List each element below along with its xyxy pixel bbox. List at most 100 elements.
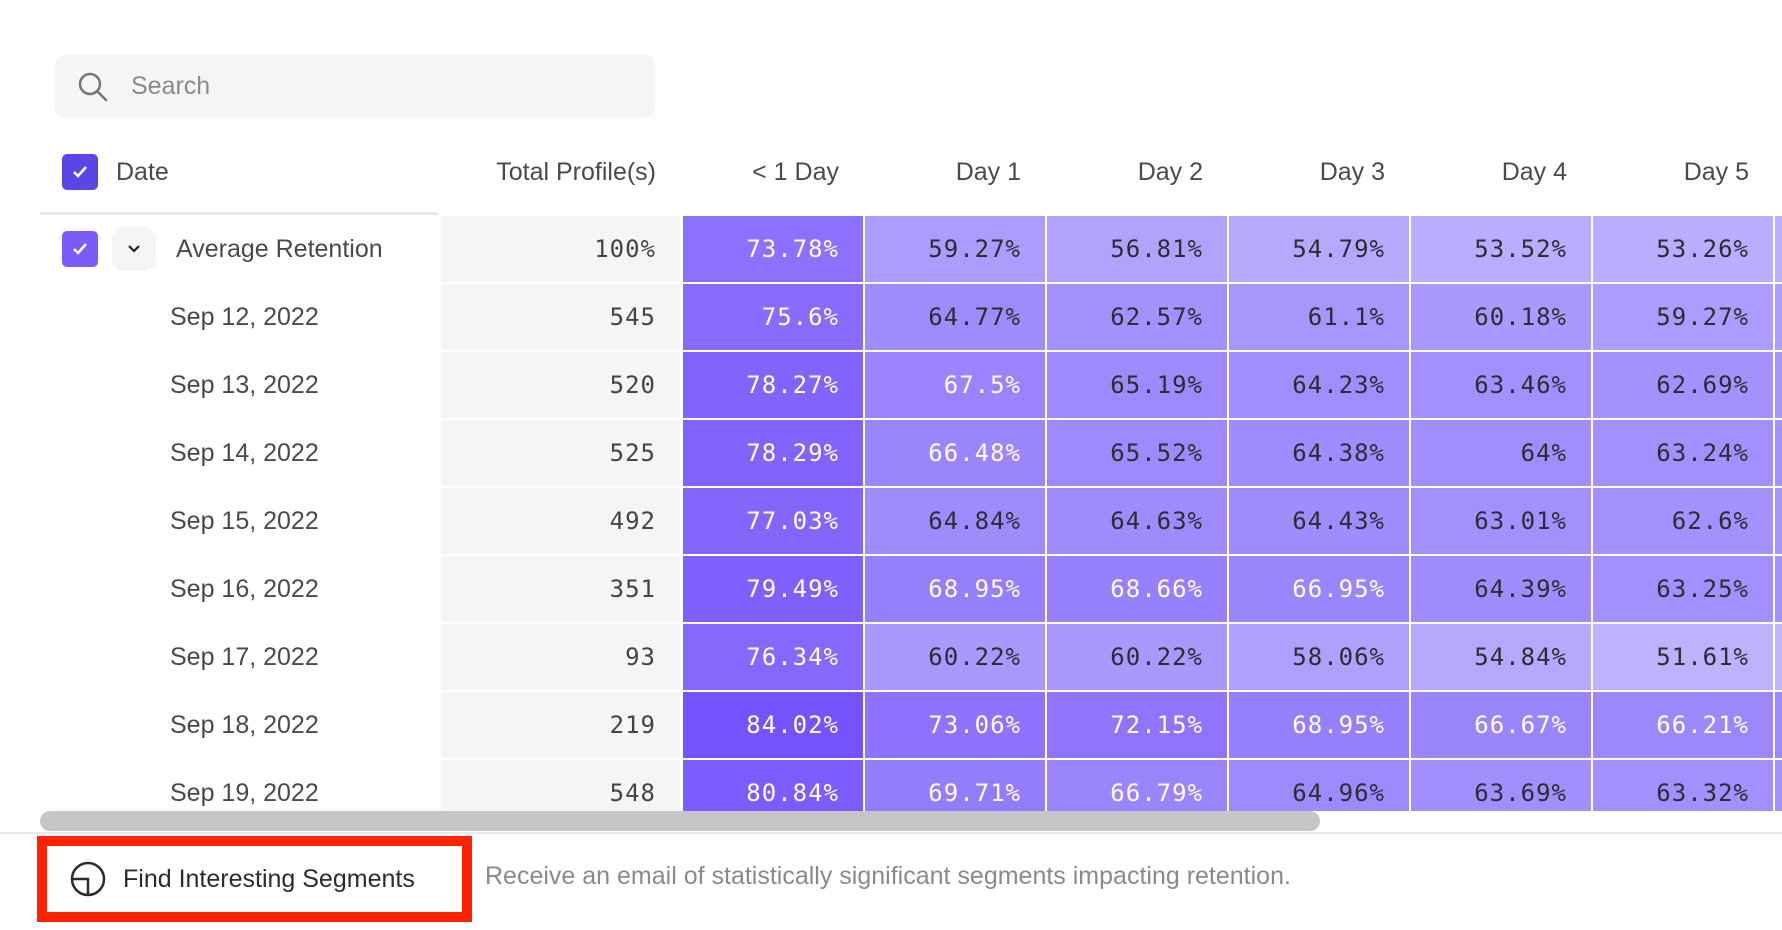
search-input[interactable] bbox=[131, 72, 631, 101]
retention-cell[interactable]: 64.23% bbox=[1229, 352, 1409, 418]
segments-icon bbox=[70, 861, 106, 897]
table-row[interactable]: Sep 13, 2022 520 78.27% 67.5% 65.19% 64.23% 63… bbox=[0, 352, 1782, 420]
horizontal-scrollbar[interactable] bbox=[40, 811, 1782, 831]
scrollbar-thumb[interactable] bbox=[40, 811, 1320, 831]
retention-cell[interactable]: 63.46% bbox=[1411, 352, 1591, 418]
retention-cell[interactable]: 66.95% bbox=[1229, 556, 1409, 622]
retention-cell[interactable]: 64.96% bbox=[1229, 760, 1409, 811]
retention-cell[interactable]: 68.95% bbox=[1229, 692, 1409, 758]
retention-cell[interactable]: 64.84% bbox=[865, 488, 1045, 554]
retention-cell[interactable]: 61.1% bbox=[1229, 284, 1409, 350]
retention-cell[interactable]: 63.24% bbox=[1593, 420, 1773, 486]
retention-cell[interactable]: 58.06% bbox=[1229, 624, 1409, 690]
header-divider bbox=[40, 212, 438, 215]
retention-cell[interactable]: 80.84% bbox=[683, 760, 863, 811]
table-row[interactable]: Sep 12, 2022 545 75.6% 64.77% 62.57% 61.1% 60.… bbox=[0, 284, 1782, 352]
retention-cell[interactable]: 66.21% bbox=[1593, 692, 1773, 758]
retention-cell[interactable]: 53.26% bbox=[1593, 216, 1773, 282]
check-icon bbox=[73, 166, 87, 178]
retention-cell[interactable]: 64.63% bbox=[1047, 488, 1227, 554]
retention-cell[interactable]: 60.18% bbox=[1411, 284, 1591, 350]
retention-cell[interactable]: 68.95% bbox=[865, 556, 1045, 622]
retention-cell[interactable]: 68.66% bbox=[1047, 556, 1227, 622]
retention-cell[interactable]: 78.27% bbox=[683, 352, 863, 418]
select-all-checkbox[interactable] bbox=[62, 154, 98, 190]
retention-cell[interactable]: 62.57% bbox=[1047, 284, 1227, 350]
find-interesting-segments-label: Find Interesting Segments bbox=[123, 864, 415, 893]
retention-cell[interactable]: 62.69% bbox=[1593, 352, 1773, 418]
date-header: Date bbox=[62, 150, 169, 194]
retention-cell-partial bbox=[1775, 556, 1782, 622]
retention-cell[interactable]: 64.38% bbox=[1229, 420, 1409, 486]
retention-cell[interactable]: 79.49% bbox=[683, 556, 863, 622]
retention-cell-partial bbox=[1775, 352, 1782, 418]
retention-cell[interactable]: 59.27% bbox=[865, 216, 1045, 282]
retention-cell[interactable]: 64.77% bbox=[865, 284, 1045, 350]
find-interesting-segments-button[interactable]: Find Interesting Segments bbox=[37, 836, 472, 922]
table-row[interactable]: Sep 16, 2022 351 79.49% 68.95% 68.66% 66.95% 6… bbox=[0, 556, 1782, 624]
check-icon bbox=[73, 243, 87, 255]
retention-cell[interactable]: 76.34% bbox=[683, 624, 863, 690]
total-profiles-cell: 219 bbox=[441, 692, 680, 758]
retention-cell[interactable]: 66.79% bbox=[1047, 760, 1227, 811]
retention-cell[interactable]: 60.22% bbox=[1047, 624, 1227, 690]
date-cell: Average Retention bbox=[40, 216, 438, 282]
retention-cell[interactable]: 51.61% bbox=[1593, 624, 1773, 690]
retention-cell[interactable]: 65.19% bbox=[1047, 352, 1227, 418]
retention-cell[interactable]: 63.25% bbox=[1593, 556, 1773, 622]
table-row[interactable]: Sep 19, 2022 548 80.84% 69.71% 66.79% 64.96% 6… bbox=[0, 760, 1782, 811]
table-row[interactable]: Sep 14, 2022 525 78.29% 66.48% 65.52% 64.38% 6… bbox=[0, 420, 1782, 488]
retention-cell[interactable]: 66.67% bbox=[1411, 692, 1591, 758]
day-header[interactable]: Day 1 bbox=[955, 157, 1021, 186]
total-profiles-cell: 492 bbox=[441, 488, 680, 554]
day-header[interactable]: Day 2 bbox=[1137, 157, 1203, 186]
retention-cell[interactable]: 73.78% bbox=[683, 216, 863, 282]
retention-cell[interactable]: 62.6% bbox=[1593, 488, 1773, 554]
date-header-label: Date bbox=[116, 157, 169, 186]
row-checkbox[interactable] bbox=[62, 231, 98, 267]
date-cell: Sep 16, 2022 bbox=[40, 556, 438, 622]
total-profiles-cell: 100% bbox=[441, 216, 680, 282]
date-cell: Sep 18, 2022 bbox=[40, 692, 438, 758]
retention-cell[interactable]: 59.27% bbox=[1593, 284, 1773, 350]
row-label: Sep 15, 2022 bbox=[170, 506, 319, 535]
day-header[interactable]: Day 4 bbox=[1501, 157, 1567, 186]
retention-cell[interactable]: 64.39% bbox=[1411, 556, 1591, 622]
day-header[interactable]: Day 3 bbox=[1319, 157, 1385, 186]
retention-cell[interactable]: 54.84% bbox=[1411, 624, 1591, 690]
retention-cell[interactable]: 77.03% bbox=[683, 488, 863, 554]
row-label: Sep 16, 2022 bbox=[170, 574, 319, 603]
day-header[interactable]: < 1 Day bbox=[752, 157, 839, 186]
table-row[interactable]: Sep 15, 2022 492 77.03% 64.84% 64.63% 64.43% 6… bbox=[0, 488, 1782, 556]
retention-cell[interactable]: 54.79% bbox=[1229, 216, 1409, 282]
retention-cell[interactable]: 78.29% bbox=[683, 420, 863, 486]
retention-cell[interactable]: 67.5% bbox=[865, 352, 1045, 418]
table-row[interactable]: Sep 17, 2022 93 76.34% 60.22% 60.22% 58.06% 54… bbox=[0, 624, 1782, 692]
retention-cell[interactable]: 84.02% bbox=[683, 692, 863, 758]
collapse-toggle[interactable] bbox=[112, 227, 156, 271]
retention-cell[interactable]: 63.32% bbox=[1593, 760, 1773, 811]
retention-cell[interactable]: 60.22% bbox=[865, 624, 1045, 690]
retention-cell[interactable]: 63.69% bbox=[1411, 760, 1591, 811]
retention-cell[interactable]: 72.15% bbox=[1047, 692, 1227, 758]
date-cell: Sep 12, 2022 bbox=[40, 284, 438, 350]
retention-cell[interactable]: 63.01% bbox=[1411, 488, 1591, 554]
retention-cell[interactable]: 64.43% bbox=[1229, 488, 1409, 554]
table-row[interactable]: Sep 18, 2022 219 84.02% 73.06% 72.15% 68.95% 6… bbox=[0, 692, 1782, 760]
search-bar[interactable] bbox=[55, 55, 655, 118]
retention-cell[interactable]: 53.52% bbox=[1411, 216, 1591, 282]
retention-cell[interactable]: 69.71% bbox=[865, 760, 1045, 811]
retention-cell[interactable]: 75.6% bbox=[683, 284, 863, 350]
retention-cell[interactable]: 66.48% bbox=[865, 420, 1045, 486]
retention-cell[interactable]: 73.06% bbox=[865, 692, 1045, 758]
total-profiles-cell: 520 bbox=[441, 352, 680, 418]
day-header[interactable]: Day 5 bbox=[1683, 157, 1749, 186]
row-label: Sep 14, 2022 bbox=[170, 438, 319, 467]
total-header[interactable]: Total Profile(s) bbox=[496, 157, 656, 186]
retention-cell[interactable]: 56.81% bbox=[1047, 216, 1227, 282]
total-profiles-cell: 548 bbox=[441, 760, 680, 811]
average-retention-row[interactable]: Average Retention 100% 73.78% 59.27% 56.81% 5… bbox=[0, 216, 1782, 284]
retention-cell[interactable]: 65.52% bbox=[1047, 420, 1227, 486]
total-profiles-cell: 351 bbox=[441, 556, 680, 622]
retention-cell[interactable]: 64% bbox=[1411, 420, 1591, 486]
